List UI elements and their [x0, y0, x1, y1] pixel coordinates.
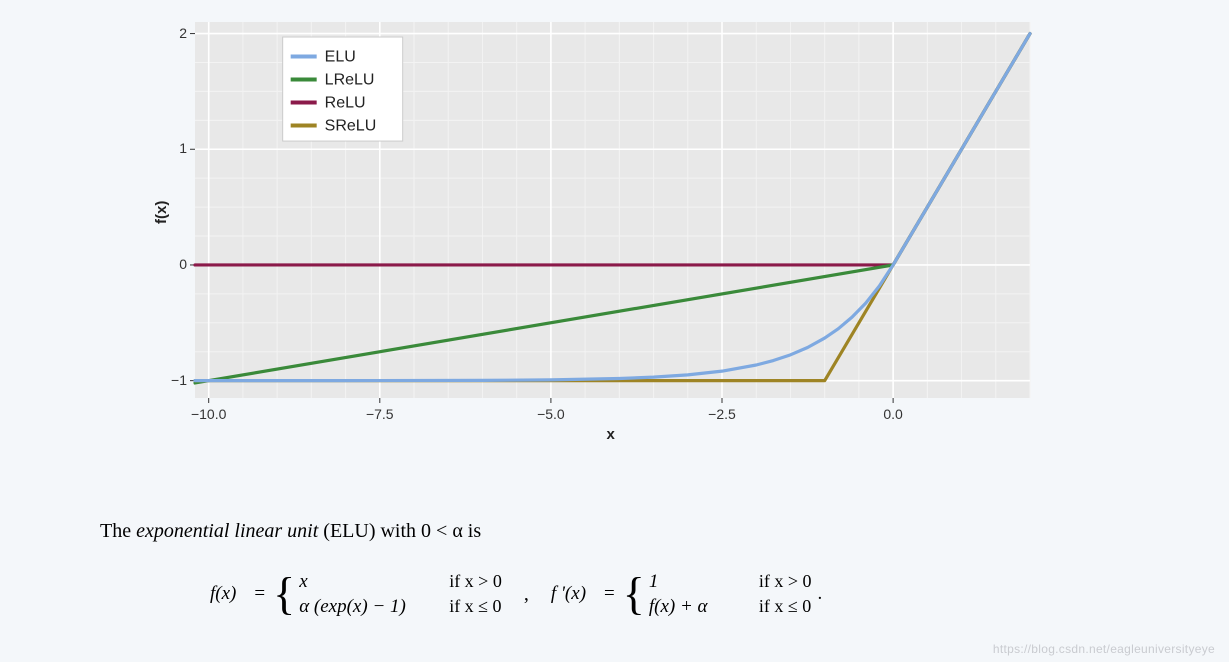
- activation-chart: ELULReLUReLUSReLU f(x) x −10.0−7.5−5.0−2…: [140, 10, 1040, 470]
- y-axis-label: f(x): [153, 201, 170, 224]
- formula-intro: The exponential linear unit (ELU) with 0…: [100, 520, 1180, 543]
- x-axis-label: x: [607, 426, 615, 443]
- equation-row: f(x) = { x if x > 0 α (exp(x) − 1) if x …: [100, 569, 1180, 619]
- svg-text:ReLU: ReLU: [325, 95, 366, 112]
- eq-sign-2: =: [596, 583, 623, 605]
- brace-icon: {: [273, 572, 299, 616]
- fp-case1-val: 1: [649, 570, 759, 594]
- chart-svg: ELU LReLU ReLU SReLU: [140, 10, 1040, 430]
- svg-text:LReLU: LReLU: [325, 72, 375, 89]
- f-case1-cond: if x > 0: [449, 569, 502, 593]
- period: .: [812, 583, 823, 605]
- svg-text:SReLU: SReLU: [325, 118, 377, 135]
- formula-block: The exponential linear unit (ELU) with 0…: [100, 520, 1180, 619]
- x-tick-label: −10.0: [187, 406, 231, 422]
- fp-case1-cond: if x > 0: [759, 569, 812, 593]
- x-tick-label: 0.0: [871, 406, 915, 422]
- fprime-lhs: f '(x): [551, 583, 596, 605]
- x-tick-label: −2.5: [700, 406, 744, 422]
- eq-sign: =: [246, 583, 273, 605]
- f-case1-val: x: [299, 570, 449, 594]
- f-case2-val: α (exp(x) − 1): [299, 595, 449, 619]
- f-cases: x if x > 0 α (exp(x) − 1) if x ≤ 0: [299, 569, 502, 619]
- x-tick-label: −5.0: [529, 406, 573, 422]
- fp-case2-val: f(x) + α: [649, 595, 759, 619]
- comma: ,: [502, 583, 551, 606]
- y-tick-label: 2: [161, 25, 187, 41]
- y-tick-label: 1: [161, 140, 187, 156]
- x-tick-label: −7.5: [358, 406, 402, 422]
- y-tick-label: 0: [161, 256, 187, 272]
- y-tick-label: −1: [161, 372, 187, 388]
- intro-em: exponential linear unit: [136, 520, 318, 542]
- svg-text:ELU: ELU: [325, 49, 356, 66]
- brace-icon-2: {: [623, 572, 649, 616]
- fp-case2-cond: if x ≤ 0: [759, 594, 811, 618]
- intro-post: (ELU) with 0 < α is: [318, 520, 481, 542]
- f-case2-cond: if x ≤ 0: [449, 594, 501, 618]
- watermark: https://blog.csdn.net/eagleuniversityeye: [993, 642, 1215, 656]
- intro-pre: The: [100, 520, 136, 542]
- fprime-cases: 1 if x > 0 f(x) + α if x ≤ 0: [649, 569, 812, 619]
- f-lhs: f(x): [210, 583, 246, 605]
